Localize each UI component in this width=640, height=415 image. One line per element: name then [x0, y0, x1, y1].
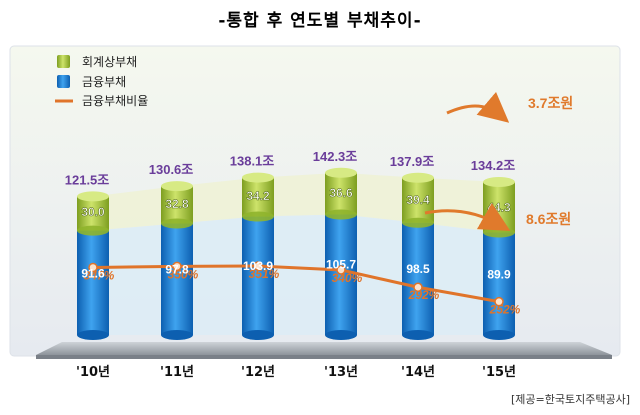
bar-base-cap — [325, 330, 357, 340]
callout-label-financial: 8.6조원 — [526, 211, 571, 227]
bar-financial-debt — [402, 222, 434, 335]
bar-accounting-debt — [242, 177, 274, 217]
total-label: 121.5조 — [65, 172, 110, 187]
ratio-label: 292% — [408, 288, 440, 302]
legend-label-financial: 금융부채 — [82, 75, 126, 89]
ratio-line — [92, 264, 500, 304]
legend-label-accounting: 회계상부채 — [82, 55, 137, 69]
bar-top-cap — [483, 177, 515, 188]
data-label-accounting: 34.2 — [246, 189, 270, 203]
data-label-financial: 105.7 — [326, 258, 356, 272]
data-label-financial: 103.9 — [243, 259, 273, 273]
source-note: [제공=한국토지주택공사] — [511, 393, 630, 406]
ratio-point — [88, 262, 98, 273]
bar-accounting-debt — [161, 186, 193, 224]
total-label: 138.1조 — [230, 154, 275, 169]
x-tick-label: '11년 — [160, 365, 194, 380]
x-tick-label: '15년 — [482, 365, 516, 380]
chart-floor-edge — [36, 355, 612, 359]
bar-base-cap — [402, 330, 434, 340]
bar-base-cap — [242, 330, 274, 340]
bar-financial-debt — [77, 230, 109, 335]
data-label-accounting: 39.4 — [406, 193, 430, 207]
bar-financial-debt — [242, 216, 274, 335]
bar-financial-debt — [483, 232, 515, 335]
bar-base-cap — [161, 330, 193, 340]
total-label: 137.9조 — [390, 154, 435, 169]
bar-top-cap — [77, 191, 109, 202]
bar-base-cap — [77, 330, 109, 340]
bar-base-cap — [483, 330, 515, 340]
total-label: 134.2조 — [471, 158, 516, 173]
bar-segment-joint — [483, 227, 515, 238]
callout-label-accounting: 3.7조원 — [528, 95, 573, 111]
data-label-accounting: 30.0 — [81, 205, 105, 219]
ratio-point — [172, 261, 182, 272]
legend-swatch-accounting — [57, 55, 70, 68]
ratio-point — [253, 261, 263, 271]
legend-label-ratio: 금융부채비율 — [82, 94, 148, 108]
chart-floor — [36, 342, 612, 355]
ratio-label: 351% — [249, 267, 280, 281]
bar-segment-joint — [325, 209, 357, 220]
data-label-accounting: 44.3 — [487, 200, 511, 214]
bar-accounting-debt — [402, 177, 434, 223]
bar-top-cap — [325, 167, 357, 178]
data-label-financial: 98.5 — [406, 262, 430, 276]
financial-debt-band — [77, 214, 515, 335]
x-tick-label: '13년 — [324, 365, 358, 380]
bar-financial-debt — [325, 214, 357, 335]
bar-financial-debt — [161, 223, 193, 335]
bar-segment-joint — [77, 225, 109, 236]
bar-top-cap — [402, 172, 434, 183]
bar-segment-joint — [402, 217, 434, 228]
data-label-financial: 91.6 — [81, 267, 105, 281]
bar-accounting-debt — [325, 172, 357, 215]
ratio-point — [494, 296, 504, 307]
chart-title: -통합 후 연도별 부채추이- — [218, 11, 422, 31]
ratio-label: 350% — [168, 267, 199, 281]
data-label-financial: 97.8 — [165, 263, 189, 277]
bar-top-cap — [242, 172, 274, 183]
callout-arrow-accounting — [446, 91, 510, 123]
ratio-point — [336, 265, 346, 275]
data-label-accounting: 32.8 — [165, 197, 189, 211]
x-tick-label: '10년 — [76, 365, 110, 380]
x-tick-label: '12년 — [241, 365, 275, 380]
data-label-accounting: 36.6 — [329, 186, 353, 200]
x-tick-label: '14년 — [401, 365, 435, 380]
bar-accounting-debt — [77, 196, 109, 231]
ratio-label: 347% — [84, 268, 115, 282]
bar-segment-joint — [161, 218, 193, 229]
callout-arrow-financial — [424, 203, 511, 231]
data-label-financial: 89.9 — [487, 268, 511, 282]
total-label: 142.3조 — [313, 149, 358, 164]
bar-top-cap — [161, 181, 193, 192]
bar-segment-joint — [242, 211, 274, 222]
ratio-label: 252% — [489, 303, 521, 317]
ratio-point — [413, 282, 423, 292]
total-label: 130.6조 — [149, 162, 194, 177]
ratio-label: 340% — [332, 271, 363, 285]
legend-swatch-financial — [57, 75, 70, 88]
